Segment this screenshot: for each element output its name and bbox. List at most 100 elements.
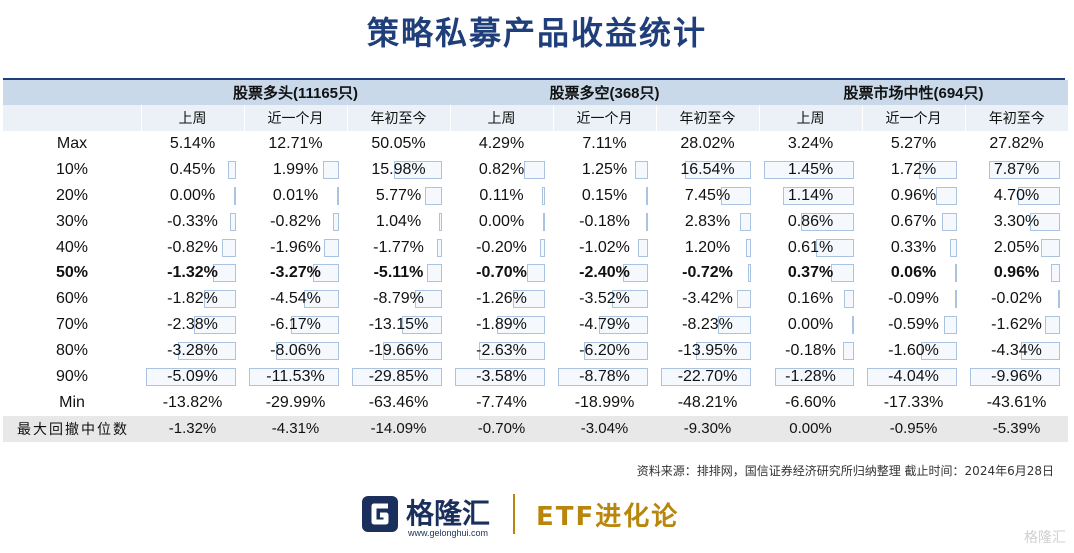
table-cell: -18.99% [553, 390, 656, 416]
sub-header-cell: 上周 [449, 105, 553, 131]
table-cell: 0.33% [862, 235, 965, 261]
table-cell: -4.79% [553, 312, 656, 338]
table-cell: -0.18% [553, 209, 656, 235]
table-cell: 1.25% [553, 157, 656, 183]
data-bar [324, 238, 339, 257]
cell-value: 16.54% [680, 160, 735, 178]
cell-value: -3.42% [682, 290, 733, 308]
data-bar [1041, 238, 1061, 257]
data-bar [228, 160, 236, 179]
cell-value: -13.95% [677, 342, 738, 360]
stats-table: 股票多头(11165只) 股票多空(368只) 股票市场中性(694只) 上周近… [3, 80, 1069, 442]
table-cell: 0.86% [759, 209, 862, 235]
data-bar [479, 342, 545, 361]
data-bar [439, 212, 442, 231]
cell-value: 0.45% [169, 160, 216, 178]
data-bar [970, 368, 1061, 387]
cell-value: -3.52% [579, 290, 630, 308]
table-cell: -8.79% [347, 286, 450, 312]
table-row: 20% 0.00% 0.01% 5.77% 0.11% 0.15% 7.45% 1.14% 0.… [3, 183, 1068, 209]
cell-value: -1.02% [579, 238, 630, 256]
cell-value: 0.33% [890, 238, 937, 256]
cell-value: -6.17% [270, 316, 321, 334]
cell-value: -3.27% [270, 264, 321, 282]
cell-value: 1.72% [890, 160, 937, 178]
data-bar [230, 212, 236, 231]
table-cell: -3.52% [553, 286, 656, 312]
data-bar [1030, 212, 1061, 231]
cell-value: -13.15% [368, 316, 429, 334]
footer-cell: -14.09% [347, 415, 450, 442]
table-cell: 1.72% [862, 157, 965, 183]
cell-value: 0.06% [890, 264, 937, 282]
cell-value: -0.18% [785, 342, 836, 360]
cell-value: -0.09% [888, 290, 939, 308]
table-cell: 1.14% [759, 183, 862, 209]
row-label: 70% [55, 316, 89, 334]
table-cell: -0.02% [965, 286, 1068, 312]
table-cell: -6.20% [553, 338, 656, 364]
table-cell: 0.00% [759, 312, 862, 338]
data-bar [942, 212, 958, 231]
table-cell: -1.77% [347, 235, 450, 261]
data-bar [638, 238, 648, 257]
table-cell: -1.62% [965, 312, 1068, 338]
table-cell: -4.34% [965, 338, 1068, 364]
cell-value: 2.83% [684, 212, 731, 230]
data-bar [944, 316, 958, 335]
table-row: 10% 0.45% 1.99% 15.98% 0.82% 1.25% 16.54% 1.45%… [3, 157, 1068, 183]
data-bar [234, 186, 236, 205]
data-bar [513, 290, 545, 309]
cell-value: -4.79% [579, 316, 630, 334]
cell-value: -18.99% [574, 393, 635, 411]
table-cell: 0.15% [553, 183, 656, 209]
table-cell: -0.18% [759, 338, 862, 364]
data-bar [801, 212, 855, 231]
cell-value: -29.85% [368, 367, 429, 385]
table-cell: 0.96% [965, 260, 1068, 286]
table-cell: 5.77% [347, 183, 450, 209]
page-title: 策略私募产品收益统计 [366, 14, 707, 52]
table-cell: 1.04% [347, 209, 450, 235]
data-bar [718, 316, 751, 335]
table-cell: 50.05% [347, 131, 450, 157]
table-cell: -3.58% [450, 364, 553, 390]
cell-value: 4.70% [993, 186, 1040, 204]
data-bar [394, 160, 442, 179]
data-bar [542, 186, 545, 205]
cell-value: -7.74% [476, 393, 527, 411]
table-cell: 1.20% [656, 235, 759, 261]
data-bar [989, 160, 1061, 179]
data-bar [775, 368, 855, 387]
data-bar [333, 212, 339, 231]
cell-value: 3.30% [993, 212, 1040, 230]
cell-value: 0.00% [787, 316, 834, 334]
table-cell: -13.95% [656, 338, 759, 364]
cell-value: -5.09% [167, 367, 218, 385]
cell-value: 1.25% [581, 160, 628, 178]
data-bar [543, 212, 545, 231]
data-bar [527, 264, 545, 283]
table-cell: 7.87% [965, 157, 1068, 183]
footer-cell: -0.95% [862, 415, 966, 442]
logo-url: www.gelonghui.com [408, 528, 489, 538]
data-bar [383, 342, 442, 361]
data-bar [323, 160, 339, 179]
footer-branding: 格隆汇 www.gelonghui.com ETF进化论 [360, 488, 760, 544]
table-cell: 0.16% [759, 286, 862, 312]
cell-value: 12.71% [268, 134, 323, 152]
table-cell: 0.00% [450, 209, 553, 235]
cell-value: -0.59% [888, 316, 939, 334]
data-bar [352, 368, 442, 387]
table-row: 40% -0.82% -1.96% -1.77% -0.20% -1.02% 1.20% 0.… [3, 235, 1068, 261]
cell-value: -8.79% [373, 290, 424, 308]
data-bar [921, 342, 958, 361]
table-cell: -8.78% [553, 364, 656, 390]
table-cell: -19.66% [347, 338, 450, 364]
data-bar [204, 290, 236, 309]
table-row: Min -13.82% -29.99% -63.46% -7.74% -18.99% -48… [3, 390, 1068, 416]
data-bar [936, 186, 958, 205]
cell-value: -2.38% [167, 316, 218, 334]
data-bar [558, 368, 648, 387]
data-bar [415, 290, 442, 309]
